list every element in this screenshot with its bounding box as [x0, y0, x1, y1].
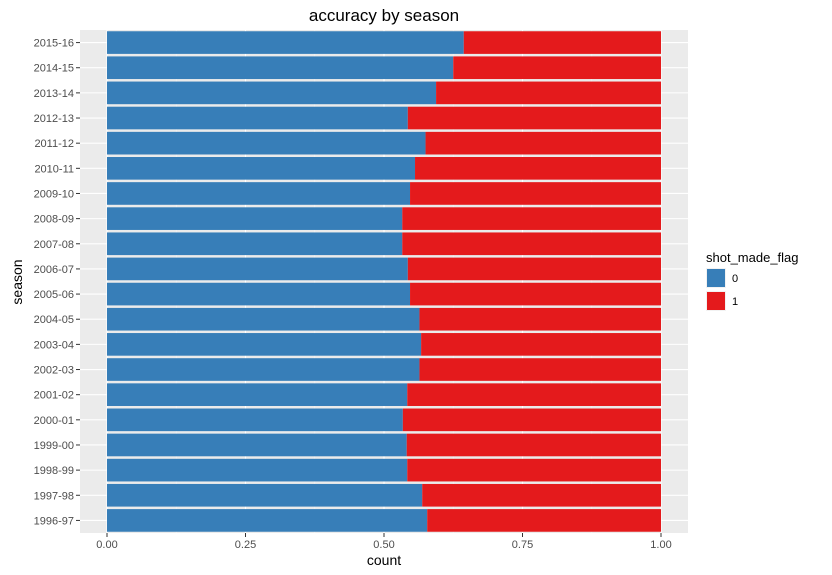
bar-2014-15-flag-0	[107, 56, 454, 80]
y-tick-label: 2005-06	[34, 289, 74, 301]
x-axis-title: count	[367, 552, 401, 568]
bar-2008-09-flag-0	[107, 207, 403, 230]
x-tick-label: 0.75	[512, 539, 533, 551]
bar-2013-14-flag-1	[436, 81, 661, 105]
y-tick-label: 2013-14	[34, 88, 74, 100]
bar-2000-01-flag-1	[402, 408, 661, 432]
bar-2011-12-flag-0	[107, 131, 426, 155]
legend-label: 1	[732, 296, 738, 308]
bar-2001-02-flag-0	[107, 383, 408, 406]
bar-2013-14-flag-0	[107, 81, 437, 105]
bar-2001-02-flag-1	[407, 383, 661, 406]
y-tick-label: 1998-99	[34, 465, 74, 477]
legend: shot_made_flag 0 1	[706, 250, 799, 311]
y-tick-label: 1999-00	[34, 440, 74, 452]
bar-2015-16-flag-1	[463, 31, 661, 54]
bar-1997-98-flag-1	[422, 483, 661, 507]
bar-2010-11-flag-1	[415, 157, 661, 180]
bar-2009-10-flag-1	[410, 182, 661, 205]
bar-1999-00-flag-0	[107, 433, 407, 457]
bar-1999-00-flag-1	[406, 433, 661, 457]
y-tick-label: 1996-97	[34, 515, 74, 527]
bar-2010-11-flag-0	[107, 157, 416, 180]
y-tick-label: 2014-15	[34, 63, 74, 75]
bar-2008-09-flag-1	[402, 207, 661, 230]
y-tick-label: 2003-04	[34, 339, 74, 351]
bar-2012-13-flag-0	[107, 106, 408, 130]
bar-2004-05-flag-0	[107, 307, 420, 331]
bar-1996-97-flag-1	[427, 509, 661, 532]
y-tick-label: 1997-98	[34, 490, 74, 502]
x-tick-label: 0.00	[96, 539, 117, 551]
bar-2007-08-flag-0	[107, 232, 403, 256]
bar-2006-07-flag-1	[407, 257, 661, 281]
bar-2006-07-flag-0	[107, 257, 408, 281]
legend-label: 0	[732, 273, 738, 285]
legend-key-0	[707, 269, 725, 287]
bar-2005-06-flag-0	[107, 282, 411, 306]
y-tick-label: 2010-11	[34, 163, 74, 175]
y-axis-title: season	[9, 259, 25, 304]
y-tick-label: 2008-09	[34, 214, 74, 226]
bar-2002-03-flag-0	[107, 358, 420, 381]
y-tick-label: 2015-16	[34, 38, 74, 50]
y-tick-label: 2001-02	[34, 390, 74, 402]
bar-1996-97-flag-0	[107, 509, 428, 532]
y-tick-label: 2004-05	[34, 314, 74, 326]
y-tick-label: 2002-03	[34, 365, 74, 377]
chart-title: accuracy by season	[309, 6, 459, 25]
bar-2007-08-flag-1	[402, 232, 661, 256]
bar-2003-04-flag-0	[107, 333, 422, 356]
bar-2005-06-flag-1	[410, 282, 661, 306]
bar-2000-01-flag-0	[107, 408, 403, 432]
bar-2015-16-flag-0	[107, 31, 464, 54]
bar-2012-13-flag-1	[407, 106, 661, 130]
x-axis: 0.00 0.25 0.50 0.75 1.00	[96, 533, 672, 551]
x-tick-label: 1.00	[650, 539, 671, 551]
y-tick-label: 2006-07	[34, 264, 74, 276]
bar-1998-99-flag-0	[107, 458, 408, 482]
bar-2004-05-flag-1	[419, 307, 661, 331]
y-tick-label: 2012-13	[34, 113, 74, 125]
legend-title: shot_made_flag	[706, 250, 799, 265]
bar-2003-04-flag-1	[421, 333, 661, 356]
y-tick-label: 2007-08	[34, 239, 74, 251]
bar-1997-98-flag-0	[107, 483, 423, 507]
x-tick-label: 0.25	[235, 539, 256, 551]
bar-1998-99-flag-1	[407, 458, 661, 482]
bar-2014-15-flag-1	[453, 56, 661, 80]
y-tick-label: 2011-12	[34, 138, 74, 150]
y-axis: 1996-97 1997-98 1998-99 1999-00 2000-01 2001-…	[34, 38, 80, 527]
y-tick-label: 2009-10	[34, 188, 74, 200]
legend-key-1	[707, 292, 725, 310]
y-tick-label: 2000-01	[34, 415, 74, 427]
bar-2002-03-flag-1	[419, 358, 661, 381]
bar-2009-10-flag-0	[107, 182, 411, 205]
bar-2011-12-flag-1	[425, 131, 661, 155]
x-tick-label: 0.50	[373, 539, 394, 551]
bars	[107, 31, 661, 532]
